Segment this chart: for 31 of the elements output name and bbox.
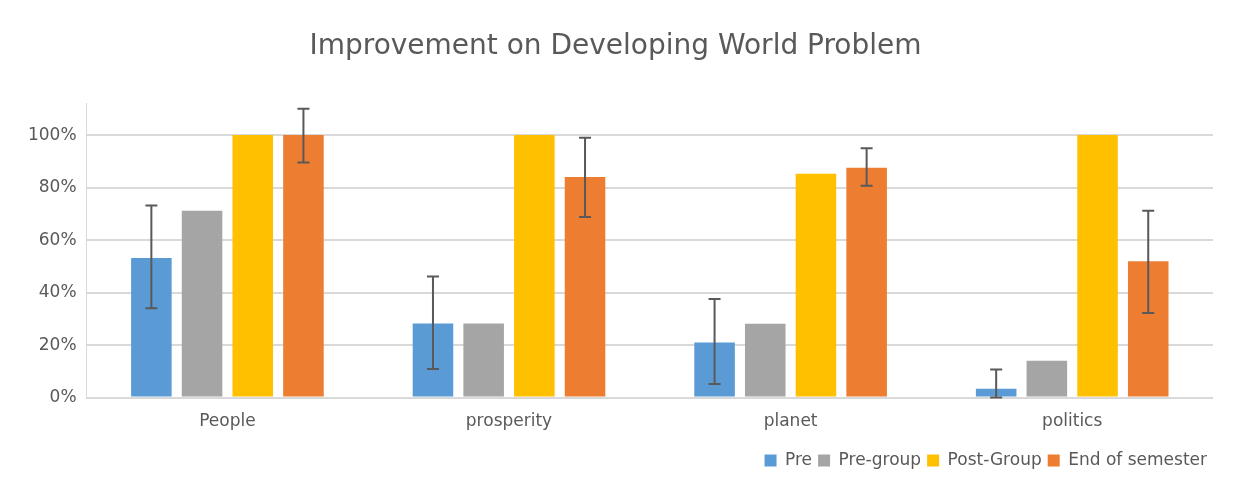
x-tick-label: planet: [763, 410, 818, 431]
legend-label: Pre: [785, 448, 813, 469]
bar: [975, 388, 1017, 397]
bar: [564, 177, 606, 397]
bar: [514, 135, 555, 397]
legend-label: Post-Group: [947, 448, 1042, 469]
bar: [846, 167, 887, 397]
bar: [795, 173, 837, 397]
bar: [232, 135, 274, 397]
y-tick-label: 80%: [38, 176, 77, 197]
bar: [463, 323, 504, 397]
bar: [1026, 360, 1068, 397]
bar: [283, 135, 324, 397]
bar: [694, 342, 735, 397]
y-tick-label: 60%: [38, 228, 77, 249]
bar: [412, 323, 454, 397]
y-tick-label: 0%: [49, 386, 77, 407]
bar: [744, 323, 786, 397]
legend-label: Pre-group: [838, 448, 922, 469]
bar: [131, 257, 172, 397]
y-tick-label: 40%: [38, 281, 77, 302]
x-tick-label: politics: [1042, 410, 1103, 431]
y-tick-label: 100%: [27, 123, 77, 144]
legend-label: End of semester: [1068, 448, 1208, 469]
bar: [181, 210, 223, 397]
x-tick-label: People: [199, 410, 256, 431]
bar: [1127, 261, 1169, 397]
bar: [1077, 135, 1118, 397]
x-tick-label: prosperity: [465, 410, 553, 431]
chart-title: Improvement on Developing World Problem: [309, 28, 922, 62]
y-tick-label: 20%: [38, 333, 77, 354]
